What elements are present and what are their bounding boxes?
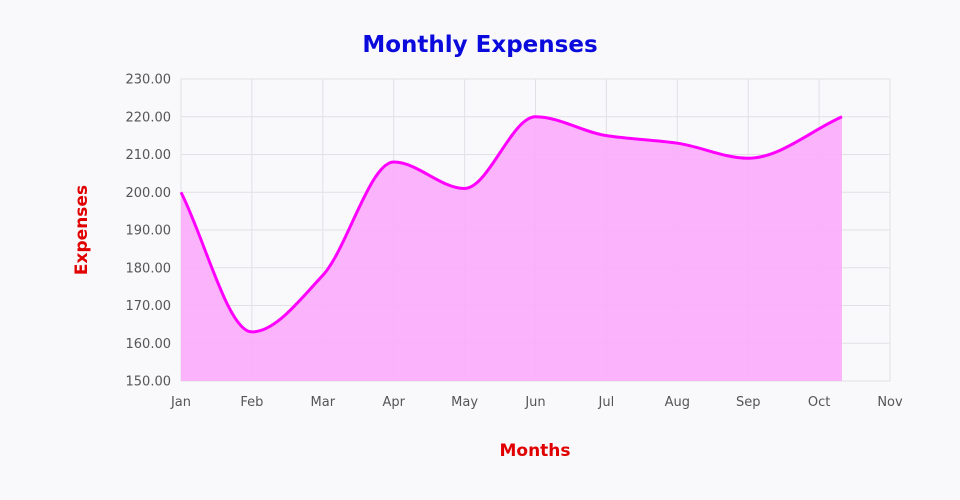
x-axis-title: Months — [499, 441, 570, 461]
y-axis-title: Expenses — [72, 185, 92, 275]
y-axis-ticks: 150.00 160.00 170.00 180.00 190.00 200.00 210.… — [126, 73, 172, 390]
series-area-fill — [181, 116, 842, 381]
area-layer — [179, 115, 843, 381]
y-tick-label: 210.00 — [126, 148, 172, 163]
y-tick-label: 150.00 — [126, 375, 172, 390]
y-tick-label: 170.00 — [126, 299, 172, 314]
x-tick-label: Aug — [665, 395, 690, 410]
x-tick-label: Sep — [736, 395, 761, 410]
y-tick-label: 160.00 — [126, 337, 172, 352]
x-tick-label: Mar — [311, 395, 336, 410]
x-tick-label: Nov — [877, 395, 903, 410]
chart-title: Monthly Expenses — [362, 32, 597, 58]
x-tick-label: Jul — [598, 395, 615, 410]
y-tick-label: 190.00 — [126, 224, 172, 239]
y-tick-label: 200.00 — [126, 186, 172, 201]
x-tick-label: Oct — [808, 395, 830, 410]
x-tick-label: Jan — [170, 395, 191, 410]
series-line — [179, 115, 843, 334]
x-tick-label: May — [451, 395, 478, 410]
x-axis-ticks: Jan Feb Mar Apr May Jun Jul Aug Sep Oct Nov — [170, 395, 903, 410]
y-tick-label: 230.00 — [126, 73, 172, 88]
y-tick-label: 180.00 — [126, 261, 172, 276]
x-tick-label: Apr — [382, 395, 405, 410]
x-tick-label: Jun — [524, 395, 545, 410]
x-tick-label: Feb — [240, 395, 263, 410]
y-tick-label: 220.00 — [126, 110, 172, 125]
